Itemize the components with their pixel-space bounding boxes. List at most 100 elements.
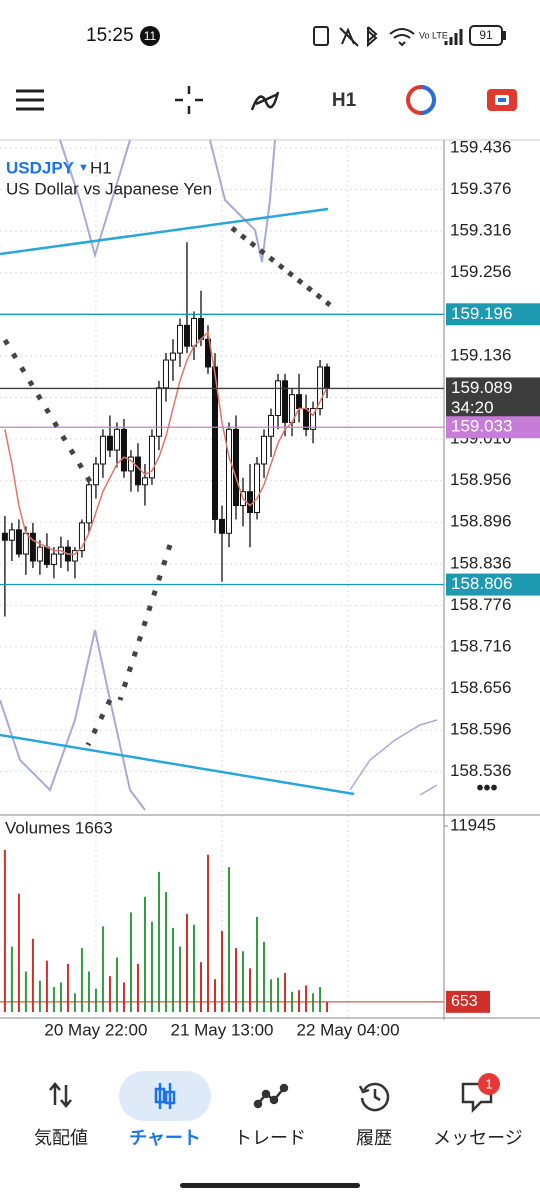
candle-body xyxy=(36,546,43,562)
symbol[interactable]: USDJPY xyxy=(6,158,75,177)
candle-body xyxy=(141,477,148,486)
moving-average xyxy=(4,330,328,555)
trade-icon xyxy=(253,1083,289,1109)
candle-body xyxy=(169,352,176,361)
price-level-label: 159.033 xyxy=(451,417,512,436)
candle-body xyxy=(29,532,36,562)
nav-label[interactable]: 履歴 xyxy=(356,1128,392,1148)
more-button[interactable]: ••• xyxy=(476,777,497,799)
countdown: 34:20 xyxy=(451,398,494,417)
candle-body xyxy=(162,359,169,389)
x-tick-label: 20 May 22:00 xyxy=(44,1020,147,1039)
notification-badge xyxy=(140,26,160,46)
candle-body xyxy=(226,428,233,534)
status-icons: Vo LTE xyxy=(313,25,506,48)
candle-body xyxy=(247,491,254,513)
crosshair-button[interactable] xyxy=(175,86,203,114)
candle-body xyxy=(99,435,106,465)
y-tick-label: 158.716 xyxy=(450,636,511,655)
candle-body xyxy=(155,387,162,437)
candle-body xyxy=(85,484,92,524)
candle-body xyxy=(1,532,8,541)
price-level-label: 159.089 xyxy=(451,378,512,397)
envelope-lines xyxy=(0,139,438,811)
parabolic-sar xyxy=(2,226,332,747)
candle-body xyxy=(233,428,240,507)
nav-label[interactable]: メッセージ xyxy=(433,1128,523,1148)
trade-button[interactable] xyxy=(406,85,436,115)
axis-layer: 159.436 159.376 159.316 159.256 159.196 159.1… xyxy=(0,137,540,1039)
nav-label[interactable]: チャート xyxy=(129,1128,201,1148)
symbol-dropdown[interactable]: ▼ xyxy=(78,162,89,174)
candle-body xyxy=(148,435,155,479)
svg-text:Vo LTE: Vo LTE xyxy=(419,30,448,40)
price-level-box xyxy=(446,416,540,439)
y-tick-label: 159.316 xyxy=(450,221,511,240)
candle-body xyxy=(113,428,120,451)
y-tick-label: 158.776 xyxy=(450,595,511,614)
x-tick-label: 22 May 04:00 xyxy=(297,1020,400,1039)
candle-body xyxy=(15,529,22,555)
candle-body xyxy=(254,463,261,513)
candle-body xyxy=(22,532,29,555)
candle-body xyxy=(204,338,211,368)
bottom-nav: 1 気配値 チャート トレード 履歴 メッセージ xyxy=(34,1071,523,1148)
y-tick-label: 159.376 xyxy=(450,179,511,198)
candle-body xyxy=(120,428,127,472)
candle-body xyxy=(211,366,218,520)
y-tick-label: 159.436 xyxy=(450,137,511,156)
menu-button[interactable] xyxy=(16,89,44,111)
volume-title: Volumes 1663 xyxy=(5,818,113,837)
candle-body xyxy=(71,550,78,562)
y-tick-label: 158.656 xyxy=(450,678,511,697)
candle-body xyxy=(268,414,275,437)
timeframe-button[interactable]: H1 xyxy=(332,90,357,111)
history-icon xyxy=(358,1082,390,1112)
candle-body xyxy=(261,435,268,465)
nav-label[interactable]: 気配値 xyxy=(34,1128,88,1148)
candle-body xyxy=(317,366,324,410)
chart-layer xyxy=(0,139,540,1018)
candle-body xyxy=(50,553,57,565)
candle-body xyxy=(43,546,50,565)
candle-body xyxy=(8,529,15,541)
battery-level: 91 xyxy=(479,28,493,42)
y-tick-label: 11945 xyxy=(450,815,496,834)
trend-lines xyxy=(0,207,355,796)
y-tick-label: 158.836 xyxy=(450,553,511,572)
y-tick-label: 158.596 xyxy=(450,720,511,739)
notification-count: 11 xyxy=(144,29,157,43)
timeframe-label: H1 xyxy=(90,158,112,177)
home-indicator xyxy=(180,1183,360,1188)
account-button[interactable] xyxy=(487,89,517,111)
candle-body xyxy=(303,408,310,430)
candle-body xyxy=(296,394,303,410)
message-badge xyxy=(478,1073,500,1095)
candle-body xyxy=(176,324,183,354)
candle-body xyxy=(190,317,197,347)
price-level-box xyxy=(446,377,540,420)
volume-level-label: 653 xyxy=(451,993,478,1010)
candle-body xyxy=(106,435,113,451)
y-tick-label: 159.136 xyxy=(450,345,511,364)
message-badge-count: 1 xyxy=(485,1076,492,1091)
candle-body xyxy=(134,456,141,486)
quotes-icon xyxy=(49,1082,72,1108)
candle-body xyxy=(219,518,225,534)
symbol-description: US Dollar vs Japanese Yen xyxy=(6,179,212,198)
chart-icon xyxy=(154,1083,176,1109)
nav-label[interactable]: トレード xyxy=(234,1128,306,1148)
y-tick-label: 158.896 xyxy=(450,512,511,531)
candle-body xyxy=(324,366,331,389)
status-time: 15:25 xyxy=(86,25,134,46)
x-tick-label: 21 May 13:00 xyxy=(170,1020,273,1039)
candle-body xyxy=(282,380,289,423)
candle-body xyxy=(310,408,317,430)
y-tick-label: 158.956 xyxy=(450,470,511,489)
indicators-button[interactable] xyxy=(250,91,280,111)
candle-body xyxy=(183,324,190,347)
price-level-box xyxy=(446,303,540,326)
price-level-label: 158.806 xyxy=(451,574,512,593)
